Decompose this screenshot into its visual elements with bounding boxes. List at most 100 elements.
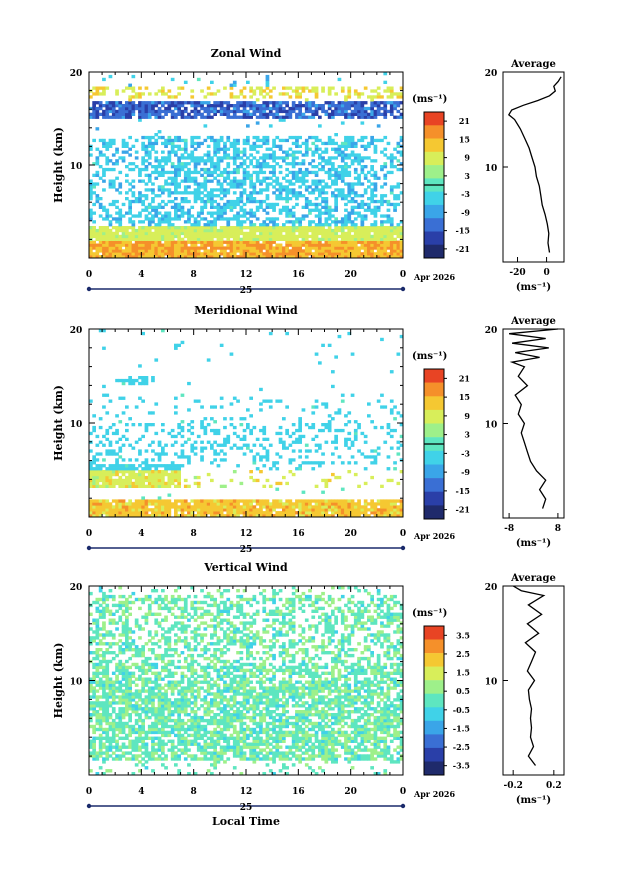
heatmap-cell [170, 243, 175, 247]
heatmap-cell [255, 437, 260, 441]
heatmap-cell [115, 464, 119, 468]
heatmap-cell [102, 710, 106, 714]
heatmap-cell [272, 165, 276, 169]
heatmap-cell [246, 231, 250, 236]
heatmap-cell [331, 173, 335, 177]
heatmap-cell [259, 237, 263, 241]
heatmap-cell [183, 243, 188, 247]
heatmap-cell [340, 153, 345, 157]
heatmap-cell [131, 511, 136, 515]
heatmap-cell [350, 252, 355, 256]
heatmap-cell [92, 665, 96, 670]
heatmap-cell [98, 176, 103, 180]
heatmap-cell [337, 147, 342, 151]
heatmap-cell [295, 226, 299, 230]
heatmap-cell [386, 514, 391, 518]
heatmap-cell [95, 194, 100, 198]
heatmap-cell [252, 191, 257, 195]
heatmap-cell [128, 255, 132, 259]
heatmap-cell [331, 208, 335, 212]
heatmap-cell [180, 243, 185, 247]
heatmap-cell [141, 228, 145, 233]
heatmap-cell [196, 159, 201, 163]
heatmap-cell [196, 246, 201, 250]
heatmap-cell [334, 508, 338, 512]
heatmap-cell [337, 255, 342, 259]
heatmap-cell [311, 159, 316, 163]
heatmap-cell [118, 237, 123, 241]
heatmap-cell [344, 153, 348, 157]
heatmap-cell [108, 742, 113, 746]
heatmap-cell [183, 179, 188, 183]
heatmap-cell [213, 240, 217, 244]
heatmap-cell [206, 228, 211, 233]
heatmap-cell [138, 376, 142, 380]
heatmap-cell [334, 237, 338, 241]
heatmap-cell [151, 249, 155, 253]
heatmap-cell [262, 484, 267, 488]
heatmap-cell [157, 472, 162, 477]
heatmap-cell [255, 237, 260, 241]
heatmap-cell [111, 252, 116, 256]
heatmap-cell [115, 440, 119, 444]
heatmap-cell [389, 104, 394, 108]
heatmap-cell [131, 252, 136, 256]
heatmap-cell [295, 173, 299, 177]
heatmap-cell [98, 736, 103, 740]
heatmap-cell [350, 220, 355, 224]
heatmap-cell [196, 502, 201, 506]
heatmap-cell [210, 170, 214, 175]
heatmap-cell [298, 95, 302, 99]
heatmap-cell [167, 89, 172, 93]
heatmap-cell [108, 680, 113, 684]
heatmap-cell [92, 713, 96, 717]
heatmap-cell [288, 182, 293, 186]
heatmap-cell [265, 106, 270, 111]
heatmap-cell [249, 505, 253, 509]
heatmap-cell [187, 461, 191, 465]
heatmap-cell [138, 231, 142, 236]
heatmap-cell [249, 511, 253, 515]
heatmap-cell [183, 199, 188, 204]
heatmap-cell [125, 104, 129, 108]
heatmap-cell [246, 502, 250, 506]
heatmap-cell [193, 252, 198, 256]
heatmap-cell [95, 252, 100, 256]
heatmap-cell [311, 243, 316, 247]
heatmap-cell [272, 115, 276, 119]
heatmap-cell [298, 217, 302, 221]
heatmap-cell [353, 92, 358, 96]
heatmap-cell [141, 101, 145, 105]
heatmap-cell [278, 106, 283, 111]
heatmap-cell [363, 217, 368, 221]
heatmap-cell [190, 138, 195, 143]
heatmap-cell [98, 766, 103, 770]
heatmap-cell [138, 191, 142, 195]
heatmap-cell [314, 202, 319, 207]
heatmap-cell [187, 408, 191, 412]
heatmap-cell [102, 92, 106, 96]
heatmap-cell [115, 176, 119, 180]
heatmap-cell [164, 214, 168, 218]
heatmap-cell [183, 499, 188, 503]
heatmap-cell [353, 505, 358, 509]
heatmap-cell [353, 228, 358, 233]
heatmap-cell [121, 144, 126, 148]
heatmap-cell [118, 600, 123, 605]
heatmap-cell [98, 615, 103, 619]
heatmap-cell [272, 141, 276, 146]
heatmap-cell [154, 170, 159, 175]
heatmap-cell [131, 226, 136, 230]
heatmap-cell [337, 188, 342, 192]
heatmap-cell [213, 167, 217, 172]
heatmap-cell [147, 411, 152, 415]
heatmap-cell [255, 217, 260, 221]
heatmap-cell [396, 115, 401, 119]
heatmap-cell [164, 106, 168, 111]
heatmap-cell [102, 692, 106, 696]
heatmap-cell [275, 156, 280, 160]
heatmap-cell [177, 191, 181, 195]
heatmap-cell [141, 472, 145, 477]
heatmap-cell [108, 686, 113, 690]
heatmap-cell [337, 475, 342, 480]
